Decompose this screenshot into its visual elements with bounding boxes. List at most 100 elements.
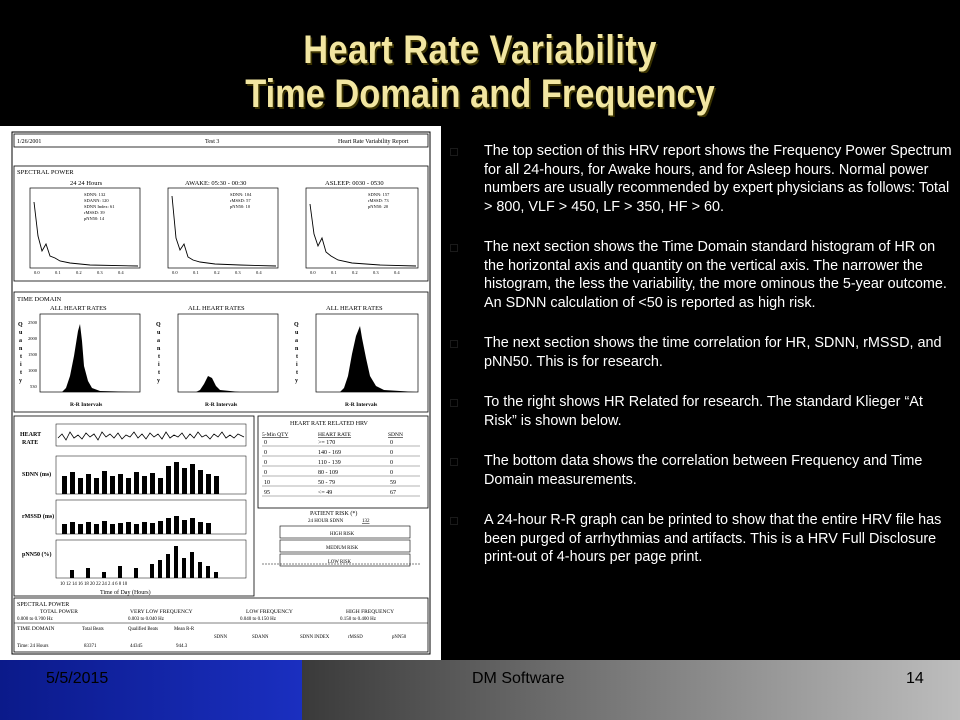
footer-date: 5/5/2015 (46, 670, 109, 687)
hrv-report-graphic: 1/26/2001 Test 3 Heart Rate Variability … (0, 126, 441, 660)
svg-text:95: 95 (264, 490, 270, 496)
svg-text:80 - 109: 80 - 109 (318, 470, 338, 476)
svg-text:0.3: 0.3 (97, 270, 103, 275)
svg-text:SPECTRAL POWER: SPECTRAL POWER (17, 602, 69, 608)
pnn50-label: pNN50 (%) (22, 551, 52, 558)
svg-text:0: 0 (264, 450, 267, 456)
svg-text:a: a (157, 338, 160, 344)
svg-text:0: 0 (390, 470, 393, 476)
bullet-icon (450, 340, 458, 348)
svg-text:i: i (296, 362, 298, 368)
svg-text:MEDIUM RISK: MEDIUM RISK (326, 546, 359, 551)
svg-text:TIME DOMAIN: TIME DOMAIN (17, 626, 54, 632)
rmssd-label: rMSSD (ms) (22, 513, 54, 520)
svg-text:n: n (19, 346, 23, 352)
svg-text:1500: 1500 (28, 352, 38, 357)
bullet-item: The next section shows the Time Domain s… (450, 238, 955, 312)
svg-text:1000: 1000 (28, 368, 38, 373)
hrv-report-image: 1/26/2001 Test 3 Heart Rate Variability … (0, 126, 441, 660)
histogram-3: ALL HEART RATES Qu an ti ty R-R Interval… (294, 305, 419, 408)
svg-text:0.150 to 0.400 Hz: 0.150 to 0.400 Hz (340, 617, 377, 622)
bullet-icon (450, 399, 458, 407)
bullet-text: A 24-hour R-R graph can be printed to sh… (484, 512, 942, 565)
svg-text:LOW RISK: LOW RISK (328, 560, 351, 565)
hrr-table-rows: 0 >= 170 0 0 140 - 169 0 0 110 - 139 0 0 80 - 1… (262, 440, 420, 497)
svg-text:44345: 44345 (130, 644, 143, 649)
svg-text:0: 0 (264, 470, 267, 476)
svg-text:rMSSD: 39: rMSSD: 39 (84, 210, 105, 215)
svg-text:2500: 2500 (28, 320, 38, 325)
svg-text:24 HOUR SDNN: 24 HOUR SDNN (308, 519, 344, 524)
svg-text:pNN50: 10: pNN50: 10 (230, 204, 251, 209)
all-heart-rates-1: ALL HEART RATES (50, 305, 107, 312)
bullet-icon (450, 458, 458, 466)
svg-text:t: t (20, 354, 22, 360)
svg-text:0: 0 (264, 460, 267, 466)
svg-text:0.4: 0.4 (118, 270, 124, 275)
bullet-item: To the right shows HR Related for resear… (450, 393, 955, 430)
bullet-item: A 24-hour R-R graph can be printed to sh… (450, 511, 955, 567)
svg-text:SDNN Index: 61: SDNN Index: 61 (84, 204, 115, 209)
svg-text:0.0: 0.0 (34, 270, 40, 275)
svg-text:Total Beats: Total Beats (82, 627, 104, 632)
footer-blue-band (0, 660, 302, 720)
histogram-2: ALL HEART RATES Qu an ti ty R-R Interval… (156, 305, 279, 408)
svg-text:TOTAL POWER: TOTAL POWER (40, 609, 78, 615)
svg-text:50 - 79: 50 - 79 (318, 480, 335, 486)
svg-text:140 - 169: 140 - 169 (318, 450, 341, 456)
svg-text:0.4: 0.4 (256, 270, 262, 275)
footer-page-number: 14 (906, 670, 924, 687)
svg-text:0.2: 0.2 (352, 270, 358, 275)
svg-text:a: a (19, 338, 22, 344)
sdnn-label: SDNN (ms) (22, 471, 51, 478)
svg-text:LOW FREQUENCY: LOW FREQUENCY (246, 609, 293, 615)
bullet-text: The bottom data shows the correlation be… (484, 453, 923, 488)
svg-text:0.000 to 0.?00 Hz: 0.000 to 0.?00 Hz (17, 617, 53, 622)
report-title: Heart Rate Variability Report (338, 139, 409, 145)
bullet-text: The next section shows the Time Domain s… (484, 239, 947, 311)
svg-text:0.1: 0.1 (55, 270, 61, 275)
svg-text:530: 530 (30, 384, 38, 389)
time-of-day-label: Time of Day (Hours) (100, 589, 151, 596)
bullet-text: To the right shows HR Related for resear… (484, 394, 923, 429)
report-date: 1/26/2001 (17, 139, 41, 145)
report-test: Test 3 (205, 139, 219, 145)
svg-text:0: 0 (264, 440, 267, 446)
svg-text:59: 59 (390, 480, 396, 486)
svg-text:rMSSD: 57: rMSSD: 57 (230, 198, 251, 203)
svg-text:2000: 2000 (28, 336, 38, 341)
svg-text:10: 10 (264, 480, 270, 486)
svg-text:0.4: 0.4 (394, 270, 400, 275)
bullet-text: The top section of this HRV report shows… (484, 143, 952, 215)
svg-text:944.3: 944.3 (176, 644, 188, 649)
svg-text:t: t (296, 370, 298, 376)
bullet-list: The top section of this HRV report shows… (450, 142, 955, 589)
svg-text:u: u (19, 330, 23, 336)
svg-text:rMSSD: rMSSD (348, 635, 363, 640)
bullet-item: The bottom data shows the correlation be… (450, 452, 955, 489)
svg-text:y: y (295, 378, 298, 384)
spectral-panel-2: AWAKE: 05:30 - 00:30 SDNN: 104 rMSSD: 57… (167, 180, 279, 275)
svg-text:t: t (296, 354, 298, 360)
svg-text:i: i (20, 362, 22, 368)
footer-grey-band (302, 660, 960, 720)
bullet-text: The next section shows the time correlat… (484, 335, 942, 370)
svg-text:Q: Q (156, 322, 161, 328)
svg-text:Time: 24 Hours: Time: 24 Hours (17, 644, 49, 649)
svg-text:ALL HEART RATES: ALL HEART RATES (326, 305, 383, 312)
hrr-title: HEART RATE RELATED HRV (290, 421, 369, 427)
svg-text:R-R Intervals: R-R Intervals (345, 402, 377, 408)
bullet-icon (450, 517, 458, 525)
svg-text:Q: Q (294, 322, 299, 328)
svg-text:y: y (157, 378, 160, 384)
svg-text:y: y (19, 378, 22, 384)
spectral-panel-1: 24 24 Hours SDNN: 132 SDANN: 120 SDNN In… (29, 180, 141, 275)
svg-text:0: 0 (390, 460, 393, 466)
svg-text:Mean R-R: Mean R-R (174, 627, 195, 632)
bullet-icon (450, 244, 458, 252)
rr-intervals-1: R-R Intervals (70, 402, 102, 408)
bullet-item: The top section of this HRV report shows… (450, 142, 955, 216)
svg-text:SDNN: SDNN (388, 432, 403, 438)
svg-text:HEART RATE: HEART RATE (318, 432, 352, 438)
svg-text:R-R Intervals: R-R Intervals (205, 402, 237, 408)
